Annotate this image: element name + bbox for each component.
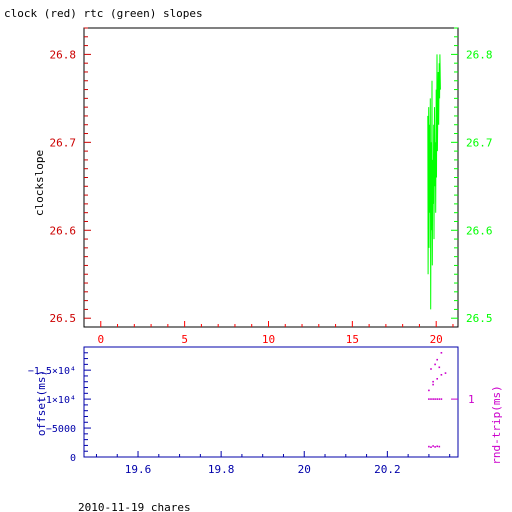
offset-point: [438, 445, 441, 448]
top-right-tick-label: 26.7: [466, 136, 493, 149]
bottom-right-tick-label: 1: [468, 393, 475, 406]
offset-point: [436, 445, 438, 448]
chart-title: clock (red) rtc (green) slopes: [4, 7, 203, 20]
offset-point: [434, 363, 436, 366]
top-x-tick-label: 0: [97, 333, 104, 346]
top-plot-frame: [83, 27, 459, 328]
top-left-tick-label: 26.7: [50, 136, 77, 149]
offset-point: [432, 383, 434, 386]
bottom-left-tick-label: −1×10⁴: [40, 395, 76, 406]
offset-point: [430, 368, 432, 370]
offset-point: [436, 358, 438, 361]
offset-point: [436, 378, 438, 380]
bottom-y-axis-label: offset(ms): [35, 370, 48, 436]
bottom-left-tick-label: −5000: [46, 424, 76, 435]
offset-point: [432, 398, 434, 400]
top-right-tick-label: 26.5: [466, 312, 493, 325]
offset-point: [430, 398, 432, 400]
bottom-x-tick-label: 19.6: [125, 463, 152, 476]
offset-point: [428, 445, 430, 448]
top-x-tick-label: 10: [262, 333, 275, 346]
offset-point: [440, 352, 443, 354]
bottom-x-axis-label: 2010-11-19 chares: [78, 501, 191, 512]
offset-point: [434, 398, 436, 400]
offset-point: [430, 446, 432, 448]
top-right-tick-label: 26.6: [466, 224, 493, 237]
offset-point: [438, 398, 441, 400]
offset-point: [440, 398, 443, 400]
rtc-slope-series-line: [427, 54, 441, 310]
offset-point: [440, 374, 443, 376]
bottom-plot-frame: [83, 346, 459, 458]
offset-point: [444, 372, 447, 374]
top-left-tick-label: 26.6: [50, 224, 77, 237]
offset-point: [436, 398, 438, 400]
top-right-tick-label: 26.8: [466, 48, 493, 61]
offset-point: [434, 446, 436, 448]
offset-point: [432, 380, 434, 383]
top-left-tick-label: 26.8: [50, 48, 77, 61]
offset-point: [428, 389, 430, 392]
bottom-left-tick-label: 0: [70, 453, 76, 464]
top-left-tick-label: 26.5: [50, 312, 77, 325]
offset-point: [438, 366, 441, 369]
bottom-x-tick-label: 19.8: [208, 463, 235, 476]
bottom-x-tick-label: 20.2: [374, 463, 401, 476]
top-y-axis-label: clockslope: [33, 150, 46, 216]
top-x-tick-label: 15: [346, 333, 359, 346]
offset-point: [428, 398, 430, 400]
offset-point: [432, 445, 434, 447]
bottom-right-y-axis-label: rnd-trip(ms): [490, 385, 503, 464]
top-x-tick-label: 5: [181, 333, 188, 346]
bottom-x-tick-label: 20: [298, 463, 311, 476]
bottom-left-tick-label: −1.5×10⁴: [28, 366, 76, 377]
top-x-tick-label: 20: [430, 333, 443, 346]
